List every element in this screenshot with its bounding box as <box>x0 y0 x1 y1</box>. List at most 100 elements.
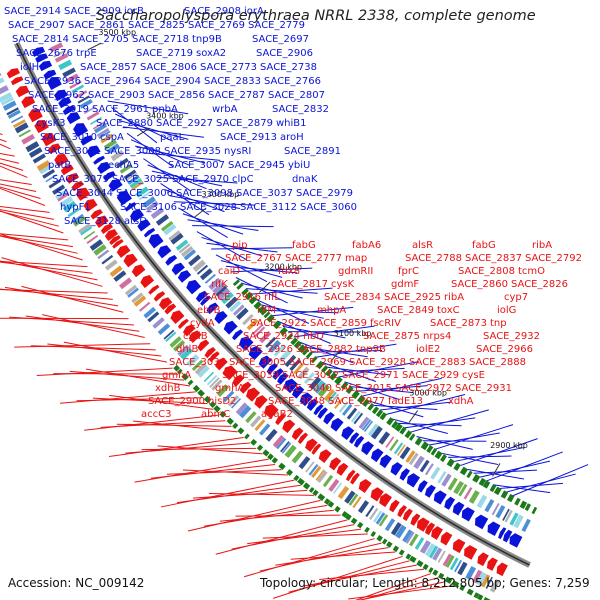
cog-feature-outer <box>90 116 103 125</box>
cog-feature-inner <box>197 365 210 378</box>
rna-marker <box>386 417 395 426</box>
cog-feature-inner <box>230 398 242 409</box>
cog-feature-outer <box>419 459 430 473</box>
cog-feature-outer <box>178 243 191 254</box>
reverse-leader-line <box>0 235 73 248</box>
reverse-gene-label: SACE_2849 <box>377 305 434 316</box>
reverse-gene-arrow <box>402 508 413 522</box>
forward-gene-label: SACE_2927 <box>156 118 213 129</box>
rna-marker <box>293 474 300 482</box>
forward-gene-arrow <box>353 435 365 448</box>
rna-marker <box>237 427 245 435</box>
rna-marker <box>248 296 258 305</box>
rna-marker <box>323 498 331 505</box>
cog-feature-outer <box>246 318 259 331</box>
reverse-gene-arrow <box>305 438 318 452</box>
cog-feature-outer <box>196 264 209 275</box>
reverse-gene-label: SACE_2817 <box>271 279 328 290</box>
forward-gene-arrow <box>103 171 116 182</box>
forward-gene-arrow <box>97 161 111 174</box>
cog-feature-outer <box>326 391 337 404</box>
rna-marker <box>181 373 189 381</box>
forward-gene-label: SACE_3098 <box>176 188 233 199</box>
cog-feature-outer <box>268 339 282 353</box>
rna-marker <box>506 493 515 503</box>
cog-feature-outer <box>192 259 206 273</box>
cog-feature-inner <box>127 287 139 298</box>
reverse-gene-label: SACE_3012 <box>282 370 339 381</box>
reverse-gene-label: cyp7 <box>504 292 528 303</box>
forward-gene-arrow <box>299 392 313 407</box>
forward-gene-label: SACE_2880 <box>96 118 153 129</box>
cog-feature-outer <box>413 455 425 470</box>
reverse-leader-line <box>0 179 32 186</box>
label-leader-lines <box>0 100 589 600</box>
rna-marker <box>364 526 370 533</box>
cog-feature-inner <box>25 141 40 153</box>
cog-feature-inner <box>209 377 220 388</box>
cog-feature-outer <box>163 223 177 236</box>
rna-marker <box>430 448 438 456</box>
rna-marker <box>356 521 364 529</box>
reverse-gene-label: rifK <box>211 279 228 290</box>
reverse-gene-arrow <box>116 245 131 258</box>
cog-feature-inner <box>472 569 483 584</box>
reverse-gene-arrow <box>34 120 49 134</box>
cog-feature-inner <box>280 441 290 453</box>
reverse-leader-line <box>187 499 321 532</box>
reverse-gene-arrow <box>90 209 103 220</box>
forward-gene-label: SACE_3051 <box>44 146 101 157</box>
reverse-gene-label: SACE_2900 <box>148 396 205 407</box>
cog-feature-outer <box>71 84 85 94</box>
reverse-gene-arrow <box>188 330 202 343</box>
reverse-gene-arrow <box>112 239 124 249</box>
reverse-gene-arrow <box>208 351 220 363</box>
reverse-gene-label: fscRIV <box>370 318 401 329</box>
forward-gene-arrow <box>43 69 57 80</box>
forward-gene-label: SACE_2945 <box>228 160 285 171</box>
forward-leader-line <box>506 473 576 493</box>
forward-leader-line <box>492 484 551 494</box>
reverse-gene-label: fabG <box>472 240 496 251</box>
reverse-leader-line <box>0 233 83 261</box>
rna-marker <box>519 500 528 509</box>
forward-leader-line <box>454 446 525 462</box>
forward-gene-label: atsD <box>124 216 147 227</box>
forward-gene-label: SACE_3060 <box>300 202 357 213</box>
forward-leader-line <box>467 468 524 480</box>
reverse-gene-label: cysE <box>462 370 485 381</box>
forward-gene-label: paaL <box>160 132 185 143</box>
rna-marker <box>371 406 380 415</box>
cog-feature-inner <box>348 493 359 506</box>
reverse-gene-label: nrps4 <box>423 331 451 342</box>
forward-gene-label: SACE_2961 <box>92 104 149 115</box>
rna-marker <box>473 592 480 599</box>
cog-feature-outer <box>188 254 201 267</box>
reverse-gene-label: SACE_2922 <box>250 318 307 329</box>
forward-gene-label: SACE_2907 <box>8 20 65 31</box>
forward-leader-line <box>416 436 473 450</box>
cog-feature-inner <box>191 359 204 371</box>
ruler-label: 3500 kbp <box>98 28 136 37</box>
cog-feature-inner <box>352 496 362 509</box>
rna-marker <box>459 584 466 591</box>
ruler-label: 3400 kbp <box>146 111 184 120</box>
reverse-leader-line <box>0 186 41 200</box>
ruler-tick <box>194 207 207 218</box>
reverse-gene-arrow <box>104 229 119 242</box>
forward-gene-label: SACE_3037 <box>236 188 293 199</box>
cog-feature-inner <box>402 529 413 543</box>
rna-marker <box>420 441 430 451</box>
rna-marker <box>173 364 181 372</box>
forward-leader-line <box>266 309 339 314</box>
cog-feature-outer <box>77 95 90 104</box>
forward-gene-arrow <box>424 484 436 498</box>
cog-feature-outer <box>242 313 254 326</box>
rna-marker <box>434 450 443 460</box>
rna-marker <box>317 493 326 501</box>
cog-feature-outer <box>215 285 228 297</box>
cog-feature-inner <box>169 336 182 348</box>
cog-feature-outer <box>204 273 216 284</box>
forward-gene-arrow <box>502 529 513 543</box>
cog-feature-inner <box>143 306 157 319</box>
